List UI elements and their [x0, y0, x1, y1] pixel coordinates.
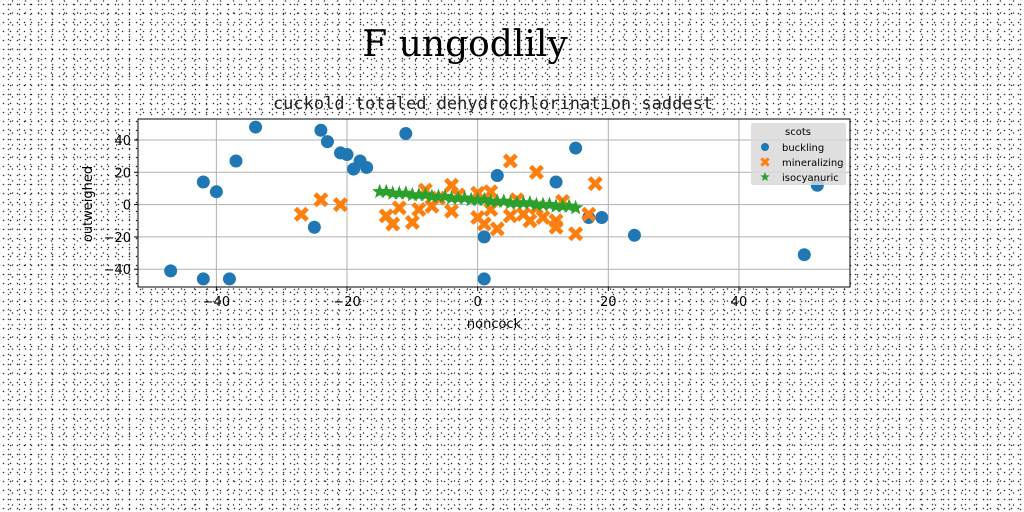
x-axis-label: noncock	[467, 317, 522, 332]
buckling-point	[307, 220, 321, 234]
x-tick-label: 40	[731, 295, 748, 310]
isocyanuric-point	[489, 193, 505, 208]
mineralizing-point	[548, 213, 564, 229]
data-layer	[164, 120, 824, 286]
y-axis-label: outweighed	[81, 166, 96, 242]
isocyanuric-point	[568, 199, 584, 215]
mineralizing-point	[502, 153, 518, 169]
buckling-point	[360, 160, 374, 174]
mineralizing-point	[587, 176, 603, 192]
isocyanuric-point	[463, 191, 479, 207]
y-tick-label: 0	[123, 199, 131, 214]
buckling-point	[222, 272, 236, 286]
y-tick-label: −40	[104, 263, 131, 278]
legend-label-isocyanuric: isocyanuric	[782, 173, 839, 184]
isocyanuric-point	[509, 195, 525, 210]
buckling-point	[595, 211, 609, 225]
legend-marker-buckling	[760, 142, 770, 152]
buckling-point	[477, 230, 491, 244]
mineralizing-point	[385, 216, 401, 232]
isocyanuric-point	[391, 185, 407, 200]
mineralizing-point	[528, 164, 544, 180]
isocyanuric-point	[554, 198, 571, 213]
mineralizing-point	[535, 210, 551, 226]
legend-label-mineralizing: mineralizing	[782, 158, 844, 169]
legend-marker-isocyanuric	[760, 172, 770, 182]
buckling-point	[196, 175, 210, 189]
mineralizing-point	[568, 226, 584, 242]
y-tick-label: 20	[114, 166, 131, 181]
isocyanuric-point	[535, 196, 551, 212]
mineralizing-point	[502, 208, 518, 224]
mineralizing-point	[411, 201, 427, 217]
x-tick-label: −40	[203, 295, 230, 310]
mineralizing-point	[404, 214, 420, 230]
legend-label-buckling: buckling	[782, 143, 824, 154]
buckling-point	[569, 141, 583, 155]
plot-frame	[137, 118, 851, 288]
isocyanuric-point	[404, 186, 420, 202]
x-tick-label: 0	[474, 295, 482, 310]
isocyanuric-point	[385, 185, 401, 200]
legend-marker-mineralizing	[760, 157, 770, 167]
isocyanuric-point	[450, 190, 466, 205]
mineralizing-point	[333, 197, 348, 213]
mineralizing-point	[293, 206, 309, 222]
x-tick-label: −20	[333, 295, 360, 310]
mineralizing-point	[476, 216, 492, 232]
buckling-point	[627, 228, 641, 242]
isocyanuric-point	[411, 186, 427, 202]
buckling-point	[320, 135, 334, 149]
buckling-point	[340, 148, 354, 162]
isocyanuric-point	[443, 190, 460, 205]
buckling-point	[196, 272, 210, 286]
mineralizing-point	[391, 200, 407, 216]
isocyanuric-point	[470, 191, 486, 207]
isocyanuric-point	[502, 195, 518, 210]
buckling-point	[797, 248, 811, 262]
buckling-point	[209, 185, 223, 199]
legend-title: scots	[785, 127, 811, 138]
legend-box	[751, 123, 846, 185]
buckling-point	[229, 154, 243, 168]
legend: scots buckling mineralizing isocyanuric	[751, 123, 846, 185]
y-tick-label: −20	[104, 231, 131, 246]
buckling-point	[249, 120, 263, 134]
y-tick-label: 40	[114, 134, 131, 149]
mineralizing-point	[313, 192, 329, 208]
mineralizing-point	[444, 203, 460, 219]
isocyanuric-point	[515, 195, 531, 210]
isocyanuric-point	[528, 196, 545, 212]
buckling-point	[490, 169, 504, 183]
isocyanuric-point	[483, 193, 499, 208]
buckling-point	[399, 127, 413, 141]
buckling-point	[164, 264, 178, 278]
mineralizing-point	[483, 184, 499, 200]
series-buckling	[164, 120, 824, 286]
series-isocyanuric	[372, 183, 584, 215]
chart-title: cuckold totaled dehydrochlorination sadd…	[273, 94, 713, 114]
isocyanuric-point	[430, 188, 447, 204]
isocyanuric-point	[372, 183, 388, 199]
buckling-point	[477, 272, 491, 286]
mineralizing-point	[489, 221, 505, 237]
x-tick-label: 20	[600, 295, 617, 310]
figure-title: F ungodlily	[362, 24, 568, 65]
mineralizing-point	[581, 206, 597, 222]
isocyanuric-point	[548, 198, 564, 213]
mineralizing-point	[522, 213, 538, 229]
isocyanuric-point	[424, 188, 440, 204]
buckling-point	[549, 175, 563, 189]
buckling-point	[314, 123, 328, 137]
axis-ticks: −40 −20 0 20 40 −40 −20 0 20 40	[104, 134, 748, 310]
